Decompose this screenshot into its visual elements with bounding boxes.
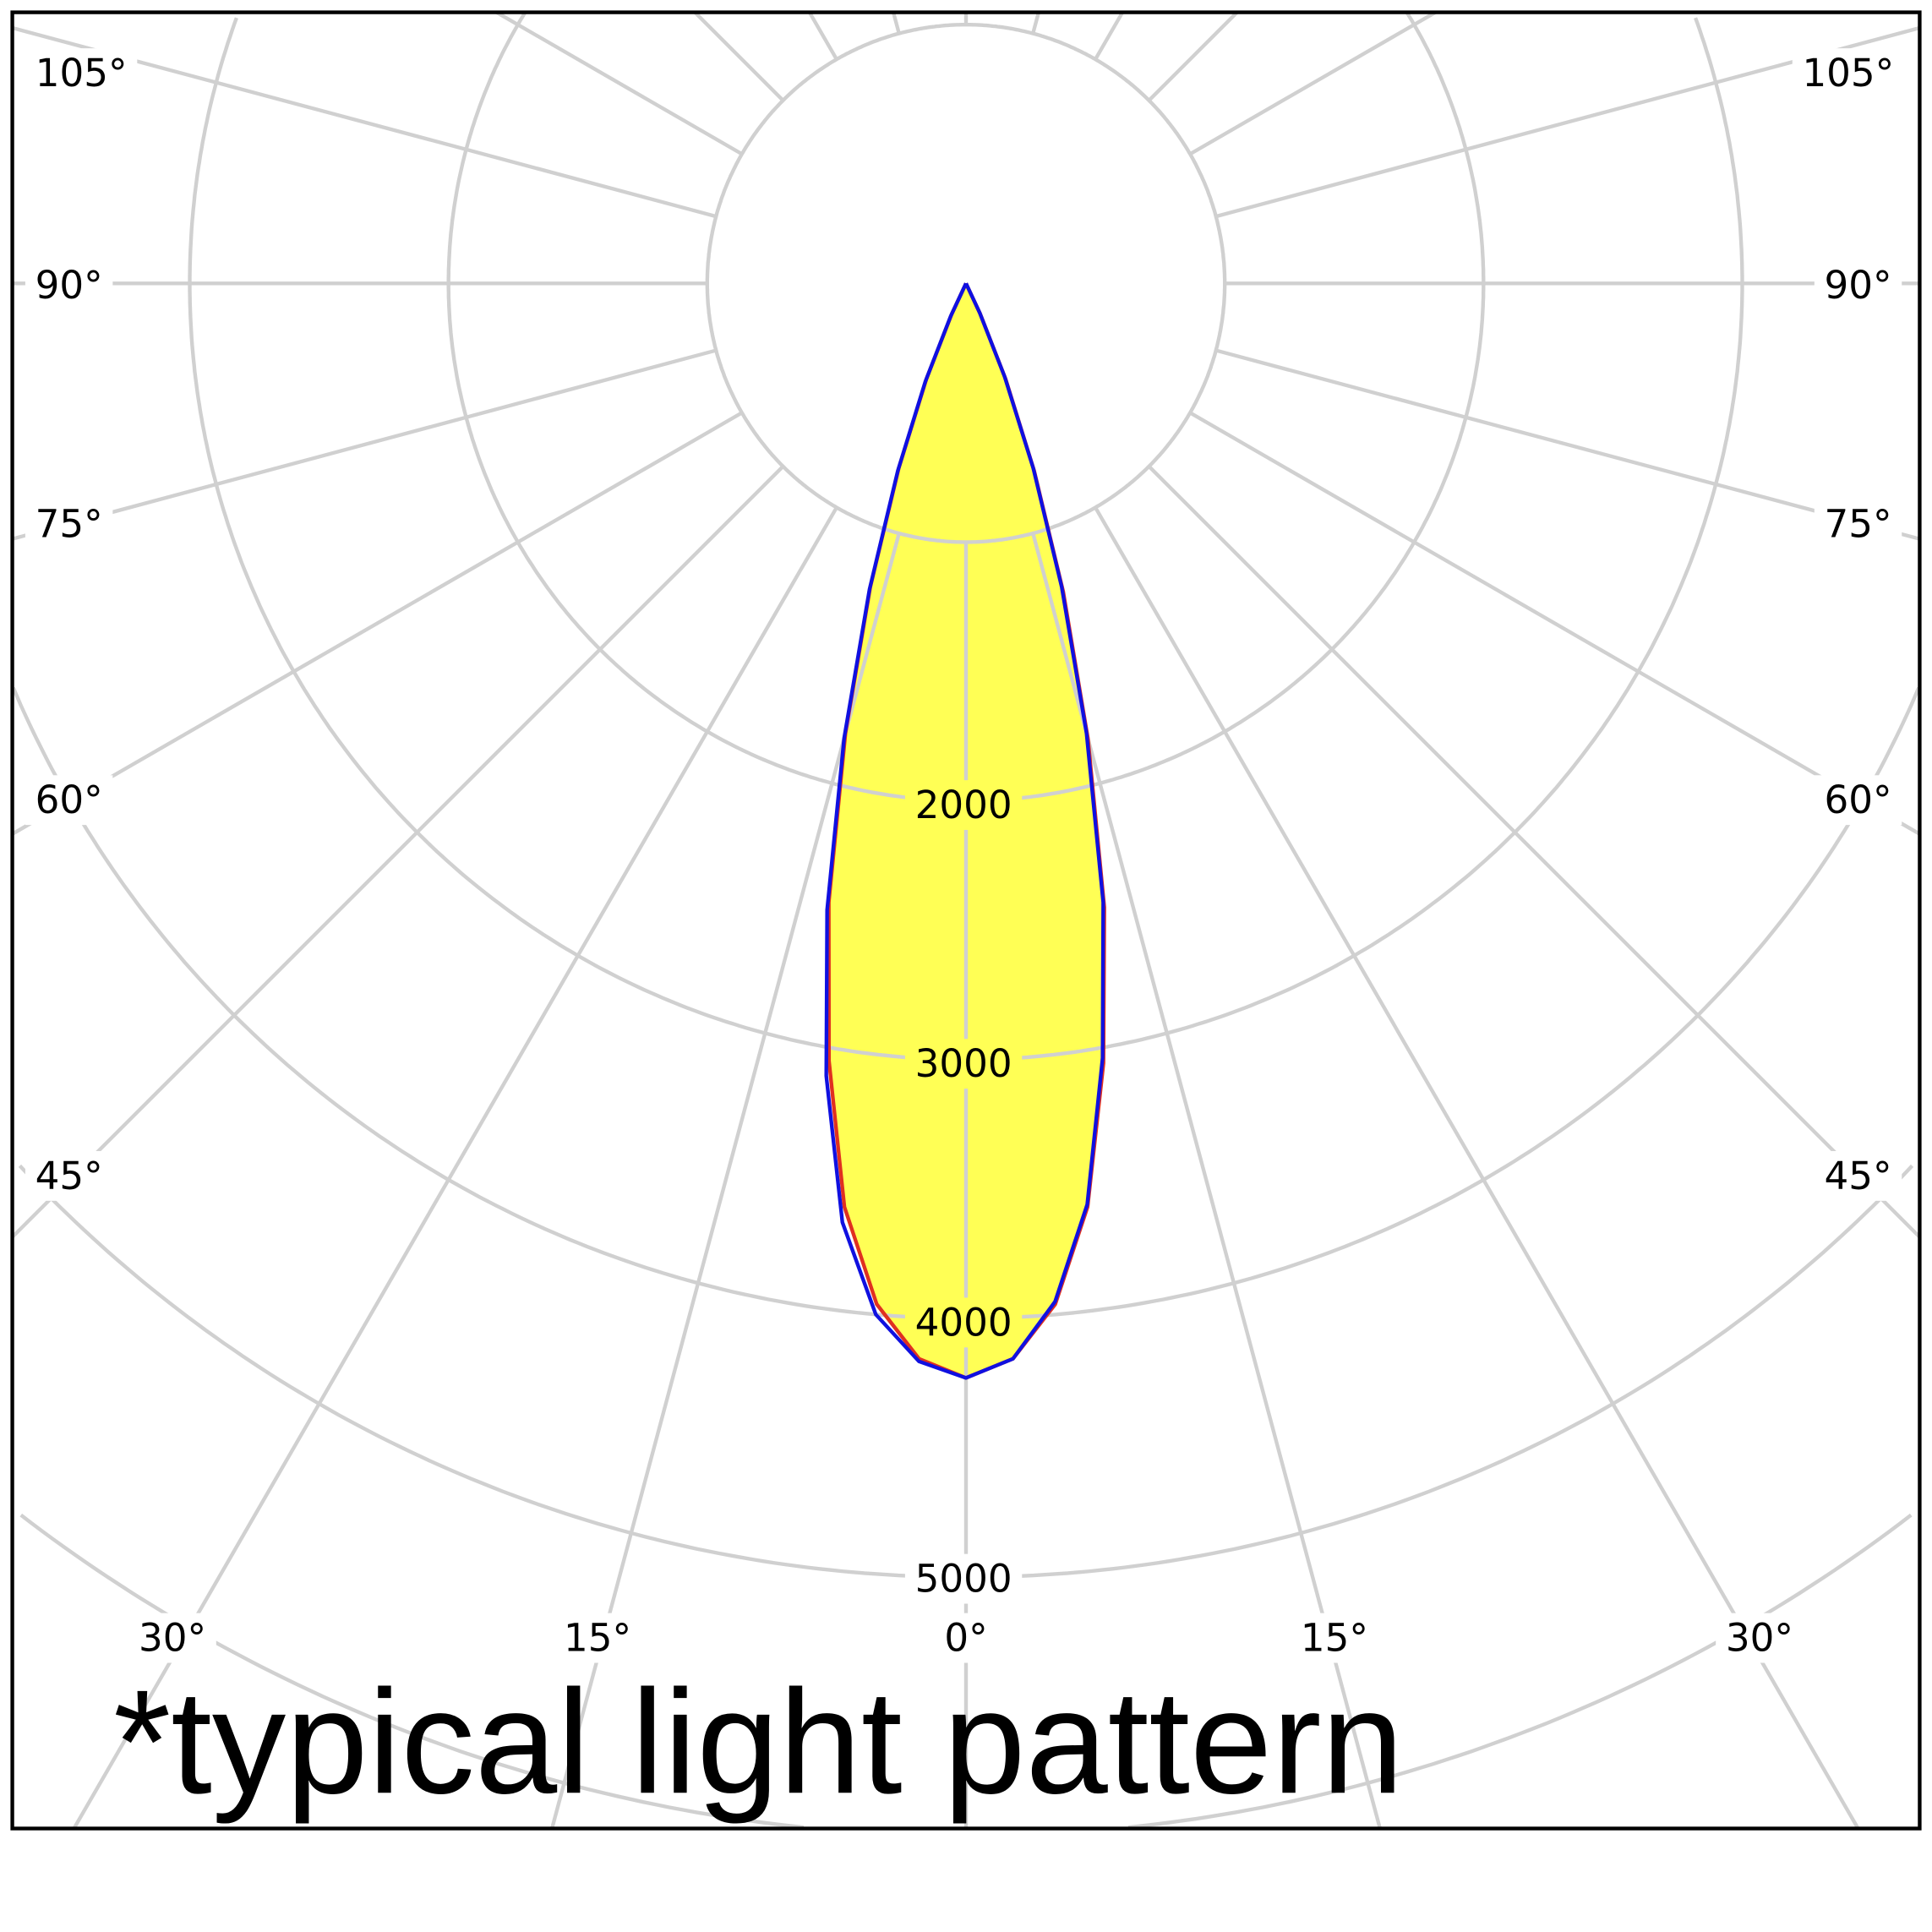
grid-spoke bbox=[11, 411, 743, 836]
chart-title: *typical light pattern bbox=[113, 1660, 1404, 1825]
angle-label-bottom: 15° bbox=[564, 1616, 631, 1661]
grid-spoke bbox=[495, 10, 743, 156]
polar-grid bbox=[11, 10, 1921, 1830]
grid-spoke bbox=[1031, 12, 1041, 35]
grid-spoke bbox=[1147, 465, 1921, 1239]
grid-spoke bbox=[807, 11, 838, 61]
angle-label-right: 105° bbox=[1802, 51, 1894, 96]
angle-label-left: 30° bbox=[139, 1616, 206, 1661]
angle-label-right: 60° bbox=[1824, 778, 1891, 822]
angle-label-left: 45° bbox=[35, 1154, 103, 1198]
grid-spoke bbox=[1215, 348, 1920, 541]
grid-spoke bbox=[891, 12, 901, 35]
angle-label-right: 45° bbox=[1824, 1154, 1891, 1198]
grid-spoke bbox=[1094, 11, 1125, 61]
grid-spoke bbox=[1094, 506, 1860, 1830]
angle-label-left: 75° bbox=[35, 502, 103, 547]
grid-spoke bbox=[12, 348, 717, 541]
grid-spoke bbox=[12, 25, 717, 219]
radial-tick-label: 3000 bbox=[915, 1041, 1012, 1086]
grid-spoke bbox=[693, 11, 785, 102]
radial-tick-label: 5000 bbox=[915, 1557, 1012, 1602]
grid-ring bbox=[19, 1513, 1913, 1830]
angle-label-left: 105° bbox=[35, 51, 128, 96]
grid-spoke bbox=[11, 465, 785, 1239]
chart-frame bbox=[10, 10, 1922, 1831]
angle-label-left: 60° bbox=[35, 778, 103, 822]
grid-spoke bbox=[72, 506, 838, 1830]
grid-ring bbox=[446, 12, 1486, 803]
angle-label-right: 30° bbox=[1726, 1616, 1793, 1661]
grid-spoke bbox=[1189, 411, 1921, 836]
angle-label-left: 90° bbox=[35, 263, 103, 308]
grid-spoke bbox=[1215, 25, 1920, 219]
grid-spoke bbox=[1147, 11, 1239, 102]
angle-label-bottom: 15° bbox=[1301, 1616, 1368, 1661]
grid-ring bbox=[188, 17, 1744, 1062]
angle-label-bottom: 0° bbox=[944, 1616, 987, 1661]
angle-label-right: 75° bbox=[1824, 502, 1891, 547]
grid-spoke bbox=[1189, 10, 1437, 156]
radial-tick-label: 2000 bbox=[915, 783, 1012, 827]
angle-label-right: 90° bbox=[1824, 263, 1891, 308]
grid-spoke bbox=[1031, 532, 1382, 1830]
radial-tick-label: 4000 bbox=[915, 1300, 1012, 1345]
